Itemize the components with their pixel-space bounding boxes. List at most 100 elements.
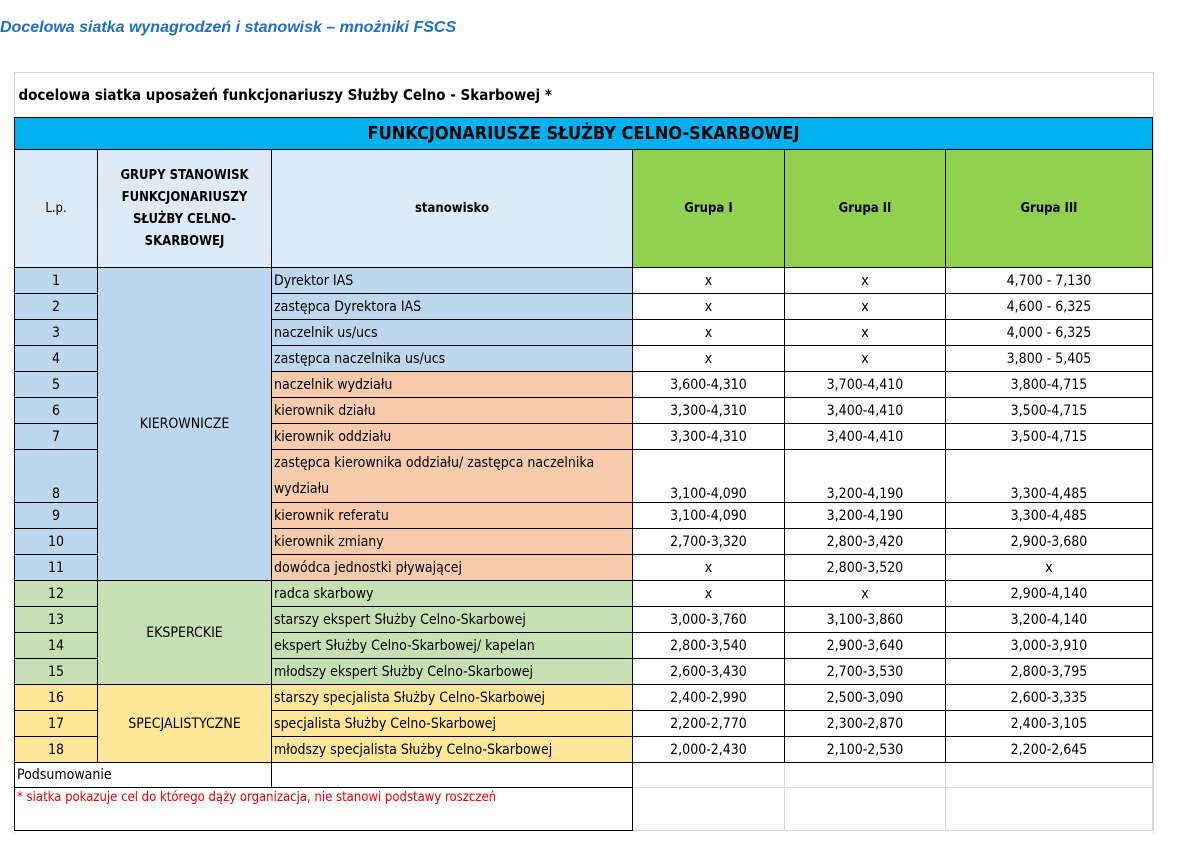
row-g2-value: 3,400-4,410 <box>784 423 946 450</box>
row-g2-value: x <box>784 319 946 346</box>
table-row: 6 kierownik działu 3,300-4,310 3,400-4,410 3… <box>14 397 1153 424</box>
row-g2-value: x <box>784 345 946 372</box>
row-position: zastępca kierownika oddziału/ zastępca n… <box>271 449 633 503</box>
row-lp: 5 <box>14 371 98 398</box>
row-lp: 1 <box>14 267 98 294</box>
row-g2-value: 3,200-4,190 <box>784 502 946 529</box>
table-row: 12 EKSPERCKIE radca skarbowy x x 2,900-4,140 <box>14 580 1153 685</box>
header-grupa-1: Grupa I <box>632 149 785 268</box>
table-row: 5 naczelnik wydziału 3,600-4,310 3,700-4,41… <box>14 371 1153 398</box>
row-lp: 13 <box>14 606 98 633</box>
table-row: 14 ekspert Służby Celno-Skarbowej/ kapela… <box>14 632 1153 659</box>
row-g1-value: x <box>632 580 785 607</box>
row-g2-value: 3,100-3,860 <box>784 606 946 633</box>
row-g1-value: x <box>632 345 785 372</box>
row-lp: 4 <box>14 345 98 372</box>
row-g1-value: x <box>632 554 785 581</box>
row-position: młodszy specjalista Służby Celno-Skarbow… <box>271 736 633 763</box>
header-group: GRUPY STANOWISK FUNKCJONARIUSZY SŁUŻBY C… <box>97 149 272 268</box>
row-g3-value: x <box>945 554 1153 581</box>
row-lp: 8 <box>14 449 98 503</box>
table-row: 9 kierownik referatu 3,100-4,090 3,200-4,19… <box>14 502 1153 529</box>
table-row: 1 KIEROWNICZE Dyrektor IAS x x 4,700 - 7,130 <box>14 267 1153 581</box>
row-position: kierownik zmiany <box>271 528 633 555</box>
table-row: 3 naczelnik us/ucs x x 4,000 - 6,325 <box>14 319 1153 346</box>
salary-grid-table: docelowa siatka uposażeń funkcjonariuszy… <box>14 72 1153 831</box>
row-lp: 17 <box>14 710 98 737</box>
row-g1-value: 3,300-4,310 <box>632 397 785 424</box>
table-row: 16 SPECJALISTYCZNE starszy specjalista Słu… <box>14 684 1153 763</box>
row-g3-value: 4,600 - 6,325 <box>945 293 1153 320</box>
row-g3-value: 3,200-4,140 <box>945 606 1153 633</box>
row-g1-value: 3,000-3,760 <box>632 606 785 633</box>
row-g3-value: 2,900-3,680 <box>945 528 1153 555</box>
row-g2-value: 3,200-4,190 <box>784 449 946 503</box>
table-row: 17 specjalista Służby Celno-Skarbowej 2,20… <box>14 710 1153 737</box>
row-g2-value: x <box>784 580 946 607</box>
table-banner: FUNKCJONARIUSZE SŁUŻBY CELNO-SKARBOWEJ <box>14 117 1153 150</box>
row-position: kierownik referatu <box>271 502 633 529</box>
row-lp: 7 <box>14 423 98 450</box>
header-grupa-2: Grupa II <box>784 149 946 268</box>
table-row: 4 zastępca naczelnika us/ucs x x 3,800 - 5,4… <box>14 345 1153 372</box>
row-position: kierownik działu <box>271 397 633 424</box>
row-position: starszy specjalista Służby Celno-Skarbow… <box>271 684 633 711</box>
row-g1-value: 2,800-3,540 <box>632 632 785 659</box>
table-row: 10 kierownik zmiany 2,700-3,320 2,800-3,420… <box>14 528 1153 555</box>
row-g2-value: 2,800-3,420 <box>784 528 946 555</box>
table-row: 18 młodszy specjalista Służby Celno-Skarb… <box>14 736 1153 763</box>
row-lp: 18 <box>14 736 98 763</box>
footnote: * siatka pokazuje cel do którego dąży or… <box>14 787 633 831</box>
row-g3-value: 3,000-3,910 <box>945 632 1153 659</box>
row-position: Dyrektor IAS <box>271 267 633 294</box>
row-position: radca skarbowy <box>271 580 633 607</box>
row-position: naczelnik us/ucs <box>271 319 633 346</box>
row-g1-value: 3,300-4,310 <box>632 423 785 450</box>
empty-cell <box>784 787 946 831</box>
header-position: stanowisko <box>271 149 633 268</box>
row-g3-value: 2,200-2,645 <box>945 736 1153 763</box>
table-row: 7 kierownik oddziału 3,300-4,310 3,400-4,41… <box>14 423 1153 450</box>
empty-cell <box>945 762 1153 788</box>
row-position: zastępca Dyrektora IAS <box>271 293 633 320</box>
row-position: ekspert Służby Celno-Skarbowej/ kapelan <box>271 632 633 659</box>
header-lp: L.p. <box>14 149 98 268</box>
row-g1-value: 2,600-3,430 <box>632 658 785 685</box>
row-lp: 9 <box>14 502 98 529</box>
row-g2-value: 2,100-2,530 <box>784 736 946 763</box>
row-position: młodszy ekspert Służby Celno-Skarbowej <box>271 658 633 685</box>
page-title: Docelowa siatka wynagrodzeń i stanowisk … <box>0 19 457 36</box>
summary-cell <box>271 762 633 788</box>
row-position: specjalista Służby Celno-Skarbowej <box>271 710 633 737</box>
table-row: 8 zastępca kierownika oddziału/ zastępca … <box>14 449 1153 503</box>
row-g3-value: 2,400-3,105 <box>945 710 1153 737</box>
row-g2-value: 2,800-3,520 <box>784 554 946 581</box>
row-g2-value: 2,900-3,640 <box>784 632 946 659</box>
row-lp: 3 <box>14 319 98 346</box>
row-g1-value: 2,700-3,320 <box>632 528 785 555</box>
row-lp: 2 <box>14 293 98 320</box>
row-lp: 15 <box>14 658 98 685</box>
row-g3-value: 2,600-3,335 <box>945 684 1153 711</box>
group-spec: SPECJALISTYCZNE <box>97 684 272 763</box>
row-g1-value: x <box>632 267 785 294</box>
group-eksp: EKSPERCKIE <box>97 580 272 685</box>
table-row: 11 dowódca jednostki pływającej x 2,800-3,5… <box>14 554 1153 581</box>
row-lp: 10 <box>14 528 98 555</box>
row-lp: 11 <box>14 554 98 581</box>
row-g1-value: 2,200-2,770 <box>632 710 785 737</box>
summary-label: Podsumowanie <box>14 762 272 788</box>
row-position: dowódca jednostki pływającej <box>271 554 633 581</box>
row-g2-value: 2,300-2,870 <box>784 710 946 737</box>
row-g3-value: 4,000 - 6,325 <box>945 319 1153 346</box>
row-g2-value: 3,400-4,410 <box>784 397 946 424</box>
row-g1-value: 2,400-2,990 <box>632 684 785 711</box>
row-g1-value: 3,100-4,090 <box>632 449 785 503</box>
row-lp: 12 <box>14 580 98 607</box>
row-position: starszy ekspert Służby Celno-Skarbowej <box>271 606 633 633</box>
row-g3-value: 2,900-4,140 <box>945 580 1153 607</box>
row-lp: 14 <box>14 632 98 659</box>
row-g3-value: 3,300-4,485 <box>945 502 1153 529</box>
row-g2-value: x <box>784 293 946 320</box>
group-kier: KIEROWNICZE <box>97 267 272 581</box>
